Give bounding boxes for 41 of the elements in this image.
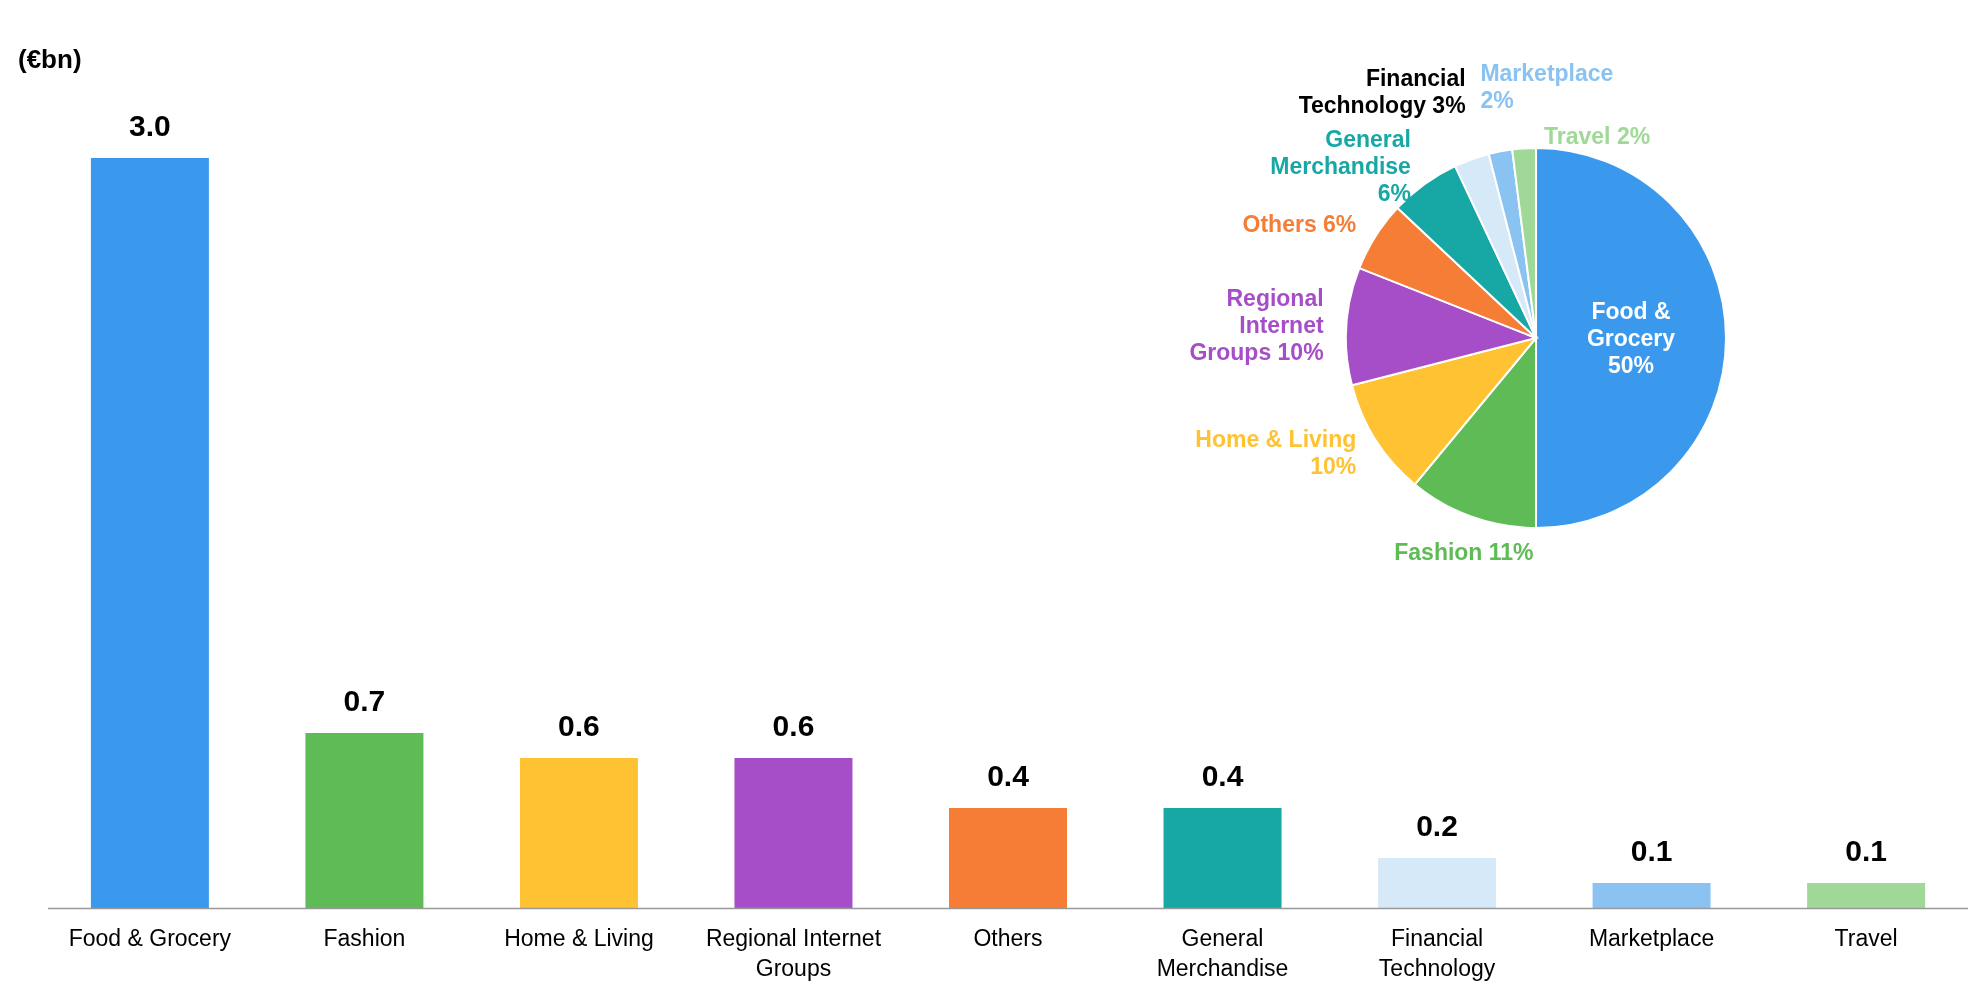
data-label: 3.0 — [129, 109, 171, 142]
data-label: 10% — [1310, 452, 1357, 479]
slice-label: Regional Internet Groups 10% — [1189, 284, 1324, 365]
bar — [90, 158, 209, 908]
data-label: 0.6 — [558, 709, 600, 742]
x-tick-label: Others — [973, 925, 1043, 951]
x-tick-label: Food & Grocery — [68, 925, 232, 951]
data-label: 50% — [1607, 352, 1655, 378]
x-tick-label: Home & Living — [504, 925, 654, 951]
x-tick-label: Financial Technology — [1378, 925, 1496, 981]
data-label: 0.4 — [987, 759, 1030, 792]
x-tick-label: Regional Internet Groups — [705, 925, 882, 981]
bar — [734, 758, 853, 908]
slice-label: Financial Technology 3% — [1298, 65, 1466, 118]
bar — [1592, 883, 1711, 908]
data-label: 0.1 — [1630, 834, 1673, 867]
data-label: 0.1 — [1845, 834, 1887, 867]
data-label: 0.7 — [343, 684, 386, 717]
slice-label: General Merchandise — [1270, 125, 1411, 179]
slice-label: Travel 2% — [1544, 123, 1651, 149]
data-label: 0.6 — [772, 709, 815, 742]
data-label: 0.2 — [1416, 809, 1458, 842]
data-label: 6% — [1377, 179, 1411, 206]
slice-label: Others 6% — [1242, 210, 1357, 237]
x-tick-label: Marketplace — [1588, 925, 1715, 951]
x-tick-label: Fashion — [323, 925, 406, 951]
bar — [519, 758, 638, 908]
slice-label: Food & Grocery — [1586, 298, 1676, 351]
data-label: 0.4 — [1201, 759, 1244, 792]
bar — [1163, 808, 1282, 908]
x-tick-label: General Merchandise — [1156, 925, 1289, 981]
x-tick-label: Travel — [1834, 925, 1898, 951]
slice-label: Fashion 11% — [1394, 539, 1534, 566]
bar — [305, 733, 424, 908]
bar — [1378, 858, 1497, 908]
bar — [1807, 883, 1926, 908]
bar — [949, 808, 1067, 908]
slice-label: Home & Living — [1195, 425, 1357, 452]
y-axis-title: (€bn) — [18, 44, 82, 74]
data-label: 2% — [1480, 87, 1514, 113]
slice-label: Marketplace — [1480, 60, 1614, 86]
